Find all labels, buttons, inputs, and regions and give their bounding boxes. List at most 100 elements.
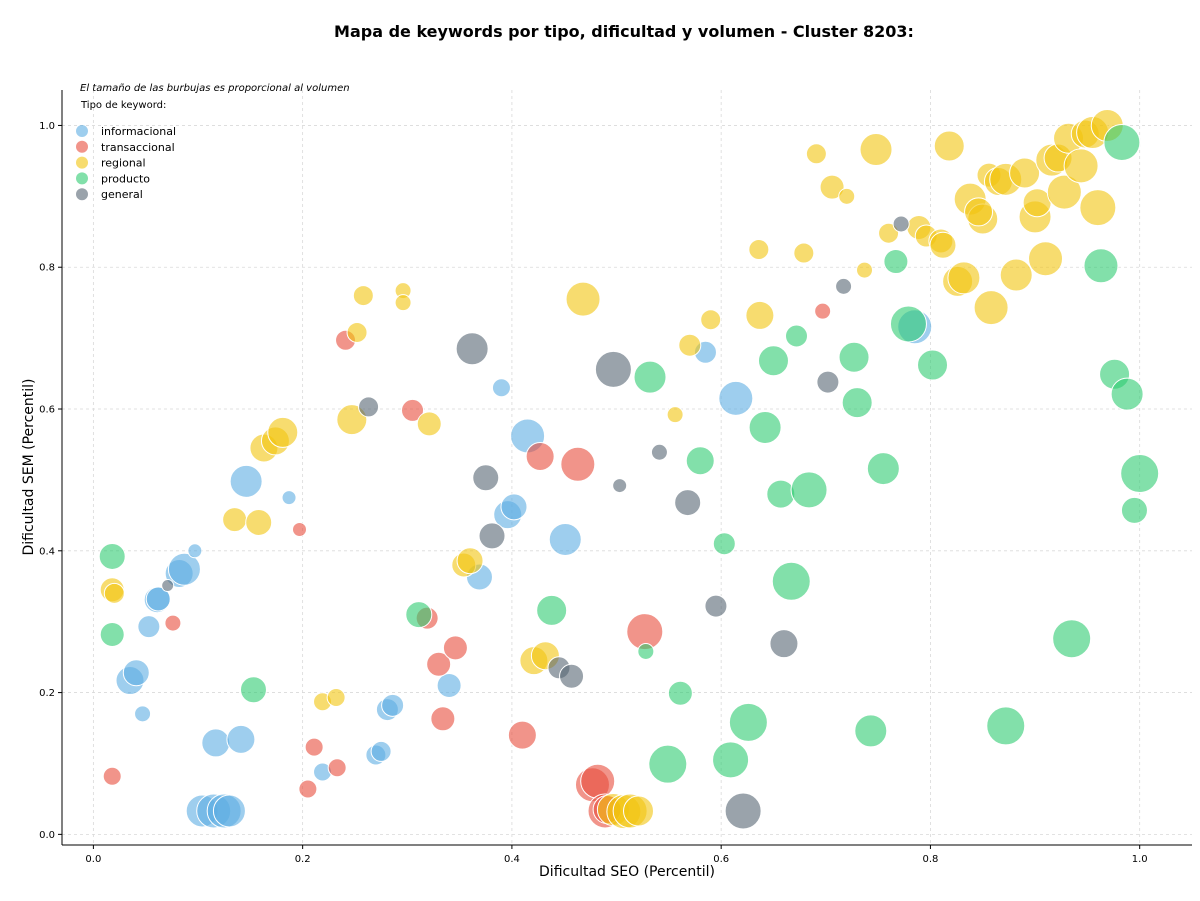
bubble-general bbox=[455, 332, 489, 366]
x-tick-label: 0.8 bbox=[922, 854, 938, 865]
bubble-producto bbox=[1103, 123, 1141, 161]
legend-label-regional: regional bbox=[101, 157, 146, 170]
bubble-producto bbox=[790, 471, 828, 509]
bubble-regional bbox=[352, 285, 374, 307]
bubble-regional bbox=[748, 239, 770, 261]
bubble-regional bbox=[1028, 241, 1064, 277]
bubble-regional bbox=[678, 333, 702, 357]
bubble-informacional bbox=[436, 672, 462, 698]
bubble-regional bbox=[805, 143, 827, 165]
legend-label-informacional: informacional bbox=[101, 125, 176, 138]
bubbles bbox=[98, 108, 1160, 830]
bubble-informacional bbox=[491, 378, 511, 398]
bubble-producto bbox=[712, 741, 750, 779]
bubble-informacional bbox=[370, 740, 392, 762]
bubble-producto bbox=[239, 676, 267, 704]
bubble-general bbox=[478, 522, 506, 550]
bubble-producto bbox=[1110, 377, 1144, 411]
bubble-regional bbox=[1063, 148, 1099, 184]
bubble-producto bbox=[771, 561, 811, 601]
bubble-transaccional bbox=[442, 635, 468, 661]
bubble-informacional bbox=[226, 724, 256, 754]
x-tick-label: 0.0 bbox=[85, 854, 101, 865]
bubble-producto bbox=[785, 324, 808, 348]
bubble-producto bbox=[648, 744, 688, 784]
bubble-transaccional bbox=[426, 651, 452, 677]
bubble-informacional bbox=[145, 586, 171, 612]
bubble-regional bbox=[103, 582, 125, 604]
bubble-regional bbox=[1046, 174, 1082, 210]
bubble-producto bbox=[1120, 496, 1148, 524]
bubble-general bbox=[835, 277, 853, 295]
x-tick-label: 0.2 bbox=[295, 854, 311, 865]
bubble-regional bbox=[947, 261, 981, 295]
legend: El tamaño de las burbujas es proporciona… bbox=[76, 83, 350, 201]
bubble-regional bbox=[859, 133, 893, 167]
bubble-producto bbox=[637, 642, 655, 660]
bubble-informacional bbox=[718, 380, 754, 416]
bubble-transaccional bbox=[560, 446, 596, 482]
bubble-regional bbox=[1079, 189, 1117, 227]
y-tick-label: 0.8 bbox=[39, 263, 55, 274]
legend-note: El tamaño de las burbujas es proporciona… bbox=[80, 83, 350, 94]
bubble-general bbox=[724, 792, 762, 830]
bubble-regional bbox=[245, 508, 273, 536]
x-tick-label: 0.4 bbox=[504, 854, 520, 865]
x-tick-label: 0.6 bbox=[713, 854, 729, 865]
bubble-general bbox=[704, 594, 728, 618]
bubble-transaccional bbox=[304, 737, 324, 757]
bubble-producto bbox=[667, 680, 693, 706]
legend-items: informacional transaccional regional produc… bbox=[76, 125, 176, 201]
bubble-regional bbox=[394, 294, 412, 312]
bubble-informacional bbox=[122, 659, 150, 687]
bubble-general bbox=[674, 489, 702, 517]
bubble-informacional bbox=[212, 794, 246, 828]
bubble-regional bbox=[326, 688, 346, 708]
bubble-regional bbox=[878, 222, 900, 244]
bubble-transaccional bbox=[580, 763, 616, 799]
bubble-informacional bbox=[167, 552, 201, 586]
bubble-producto bbox=[883, 249, 909, 275]
bubble-producto bbox=[986, 706, 1026, 746]
bubble-regional bbox=[336, 404, 368, 436]
bubble-general bbox=[472, 464, 500, 492]
bubble-regional bbox=[929, 231, 957, 259]
bubble-regional bbox=[700, 309, 722, 331]
bubble-producto bbox=[889, 305, 927, 343]
bubble-regional bbox=[666, 406, 684, 424]
bubble-informacional bbox=[134, 705, 152, 723]
bubble-regional bbox=[623, 795, 655, 827]
bubble-producto bbox=[838, 341, 870, 373]
bubble-general bbox=[161, 579, 175, 593]
x-axis-label: Dificultad SEO (Percentil) bbox=[539, 864, 715, 880]
bubble-transaccional bbox=[298, 779, 318, 799]
bubble-producto bbox=[685, 446, 715, 476]
bubble-regional bbox=[999, 258, 1033, 292]
bubble-informacional bbox=[548, 522, 582, 556]
bubble-producto bbox=[405, 601, 433, 629]
legend-marker-transaccional bbox=[76, 140, 88, 153]
bubble-transaccional bbox=[164, 614, 182, 632]
bubble-producto bbox=[1052, 619, 1092, 659]
bubble-transaccional bbox=[430, 706, 456, 732]
bubble-regional bbox=[565, 281, 601, 317]
bubble-general bbox=[769, 629, 799, 659]
chart-title: Mapa de keywords por tipo, dificultad y … bbox=[334, 22, 914, 41]
bubble-regional bbox=[745, 300, 775, 330]
y-tick-label: 0.2 bbox=[39, 688, 55, 699]
bubble-producto bbox=[748, 410, 782, 444]
bubble-general bbox=[892, 215, 910, 233]
bubble-transaccional bbox=[814, 302, 832, 320]
bubble-general bbox=[559, 663, 585, 689]
bubble-transaccional bbox=[507, 720, 537, 750]
bubble-regional bbox=[793, 242, 815, 264]
bubble-producto bbox=[917, 349, 949, 381]
x-tick-label: 1.0 bbox=[1132, 854, 1148, 865]
bubble-informacional bbox=[229, 464, 263, 498]
legend-title: Tipo de keyword: bbox=[80, 100, 166, 111]
bubble-regional bbox=[838, 187, 856, 205]
bubble-producto bbox=[99, 621, 125, 647]
bubble-producto bbox=[98, 542, 126, 570]
bubble-regional bbox=[416, 411, 442, 437]
legend-label-producto: producto bbox=[101, 172, 150, 185]
